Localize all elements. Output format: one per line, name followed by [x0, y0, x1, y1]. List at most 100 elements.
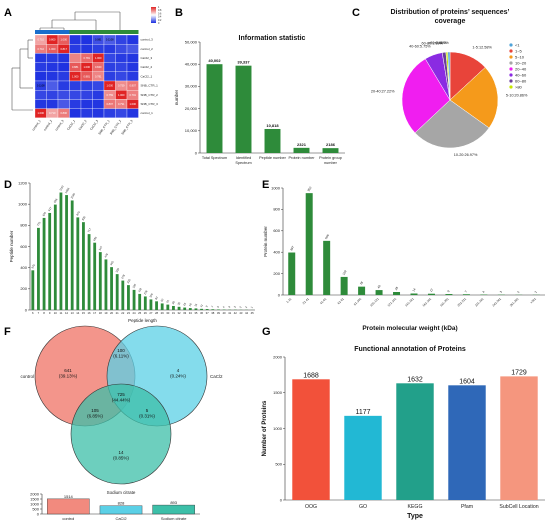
- x-tick-label: 40: [223, 311, 227, 315]
- x-tick-label: 101-121: [369, 297, 380, 308]
- heatmap-cell: [46, 90, 59, 100]
- legend-marker: [509, 67, 513, 71]
- y-tick-label: 20,000: [185, 106, 198, 111]
- bar-value-label: 5: [216, 305, 220, 309]
- heatmap-cell: [46, 80, 59, 91]
- bar: [76, 217, 80, 310]
- venn-set-label: CaCl2: [210, 374, 223, 379]
- heatmap-col-label: control_1: [31, 119, 42, 132]
- y-axis-label: Peptide number: [9, 230, 14, 262]
- bar-value-label: 82: [154, 295, 159, 300]
- panel-label-E: E: [262, 179, 269, 191]
- legend-label: 1~5: [515, 49, 523, 54]
- y-tick-label: 50,000: [185, 39, 198, 44]
- x-tick-label: 27: [149, 311, 153, 315]
- panel-label-G: G: [262, 326, 271, 338]
- x-tick-label: 37: [206, 311, 210, 315]
- bar: [205, 309, 209, 310]
- bar-value-label: 39,337: [237, 60, 250, 65]
- bar: [200, 308, 203, 310]
- heatmap-legend-tick: 1: [158, 6, 160, 9]
- pie-slice-label: <1:0.0%: [435, 41, 450, 45]
- x-tick-label: 17: [93, 311, 97, 315]
- heatmap-legend-bar: [151, 7, 156, 23]
- bar: [177, 306, 181, 310]
- y-tick-label: 1200: [18, 180, 28, 185]
- bar: [37, 227, 40, 310]
- bar: [160, 303, 164, 310]
- bar: [42, 217, 46, 310]
- heatmap-row-label: SNB_CTR_3: [141, 102, 159, 106]
- bar: [47, 498, 90, 515]
- y-tick-label: 40,000: [185, 62, 198, 67]
- heatmap-row-label: control_1: [141, 111, 154, 115]
- y-tick-label: 30,000: [185, 84, 198, 89]
- bar-value-label: 547: [98, 245, 104, 251]
- peptide-length-chart: 0 200 400 600 800 1000 1200 Peptide number Pepti…: [9, 180, 255, 323]
- heatmap-col-label: CaCl2_1: [66, 119, 76, 131]
- x-tick-label: Protein number: [289, 156, 316, 160]
- heatmap-cell: [103, 53, 116, 63]
- panel-label-C: C: [352, 7, 360, 19]
- heatmap-cell-label: 0.1108: [37, 84, 45, 88]
- heatmap-cell: [80, 99, 93, 109]
- y-tick-label: 0: [195, 150, 198, 155]
- chart-title: Functional annotation of Proteins: [354, 346, 466, 353]
- heatmap-group-band: [35, 30, 139, 34]
- y-tick-label: 200: [20, 286, 27, 291]
- y-tick-label: 2000: [30, 491, 40, 496]
- pie-slice-label: >80:0.60%: [428, 41, 447, 45]
- y-tick-label: 400: [20, 265, 27, 270]
- heatmap-cell-label: 0.881: [84, 74, 91, 78]
- heatmap-cell: [57, 99, 70, 109]
- x-tick-label: 261-281: [509, 297, 520, 308]
- bar-value-label: 46: [376, 284, 381, 289]
- bar: [462, 294, 470, 295]
- heatmap-cell-label: 0.710: [49, 111, 56, 115]
- x-tick-label: 6: [32, 311, 34, 315]
- x-tick-label: 21: [116, 311, 120, 315]
- heatmap-cell: [57, 90, 70, 100]
- bar-value-label: 235: [126, 278, 132, 284]
- x-tick-label: 33: [183, 311, 187, 315]
- x-tick-label: 1-21: [285, 297, 292, 304]
- x-tick-label: 25: [138, 311, 142, 315]
- pie-slice-label: 20-40:27.22%: [371, 89, 395, 93]
- x-tick-label: KEGG: [408, 504, 423, 510]
- x-tick-label: 241-261: [491, 297, 502, 308]
- heatmap-cell-label: 1.000: [38, 111, 45, 115]
- heatmap-cell: [69, 90, 82, 100]
- x-tick-label: Protein group: [319, 156, 342, 160]
- heatmap-cell: [69, 44, 82, 54]
- bar-value-label: 1688: [303, 372, 319, 379]
- heatmap-col-label: control_2: [43, 119, 54, 132]
- heatmap-cell: [69, 34, 82, 45]
- heatmap-cell-label: 0.800: [61, 111, 68, 115]
- bar: [121, 280, 125, 310]
- x-tick-label: 61-81: [337, 297, 345, 305]
- bar-value-label: 917: [47, 206, 53, 212]
- x-tick-label: 21-41: [302, 297, 310, 305]
- bar: [138, 293, 142, 310]
- y-axis-label: Number of Proteins: [262, 400, 268, 456]
- heatmap-cell: [69, 80, 82, 91]
- panel-label-A: A: [4, 7, 12, 19]
- heatmap-cell-label: 0.781: [95, 74, 102, 78]
- x-tick-label: 38: [211, 311, 215, 315]
- heatmap-row-label: control_3: [141, 38, 154, 42]
- pie-slice-label: 40-60:5.75%: [409, 44, 431, 48]
- heatmap-cell: [80, 108, 93, 118]
- bar: [344, 415, 382, 500]
- heatmap-cell: [126, 53, 139, 63]
- heatmap-cell: [92, 108, 105, 118]
- x-tick-label: 12: [65, 311, 69, 315]
- pie-slice-label: 1-5:12.58%: [472, 46, 492, 50]
- heatmap-cell: [34, 99, 47, 109]
- heatmap-cell-label: 1.000: [72, 74, 79, 78]
- heatmap-legend-tick: 0.2: [158, 19, 162, 22]
- bar-value-label: 875: [75, 210, 81, 216]
- y-tick-label: 1500: [273, 390, 283, 395]
- heatmap-cell: [126, 108, 139, 118]
- x-tick-label: 81-101: [353, 297, 363, 307]
- bar-value-label: 4: [221, 305, 225, 309]
